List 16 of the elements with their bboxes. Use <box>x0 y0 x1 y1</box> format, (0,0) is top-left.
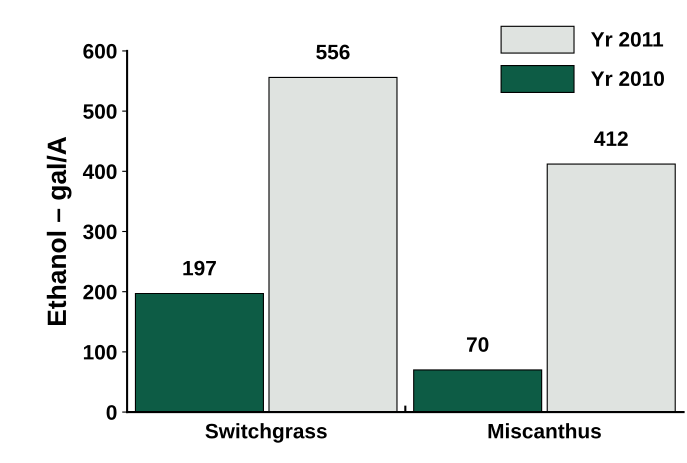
data-label: 70 <box>466 337 488 352</box>
y-tick-label: 200 <box>83 284 117 300</box>
y-tick-label: 600 <box>83 44 117 59</box>
y-tick-label: 100 <box>84 344 117 360</box>
y-tick-label: 0 <box>106 405 117 420</box>
data-label: 412 <box>594 131 628 146</box>
x-tick-label: Miscanthus <box>488 423 601 438</box>
y-tick-label: 300 <box>83 224 117 240</box>
y-axis-title: Ethanol – gal/A <box>46 136 72 326</box>
y-tick-label: 500 <box>83 104 117 119</box>
data-label: 556 <box>316 44 350 60</box>
data-label: 197 <box>183 260 216 276</box>
legend-label: Yr 2011 <box>591 32 664 47</box>
legend-label: Yr 2010 <box>591 71 664 86</box>
y-tick-label: 400 <box>82 164 117 180</box>
x-tick-label: Switchgrass <box>205 423 327 443</box>
